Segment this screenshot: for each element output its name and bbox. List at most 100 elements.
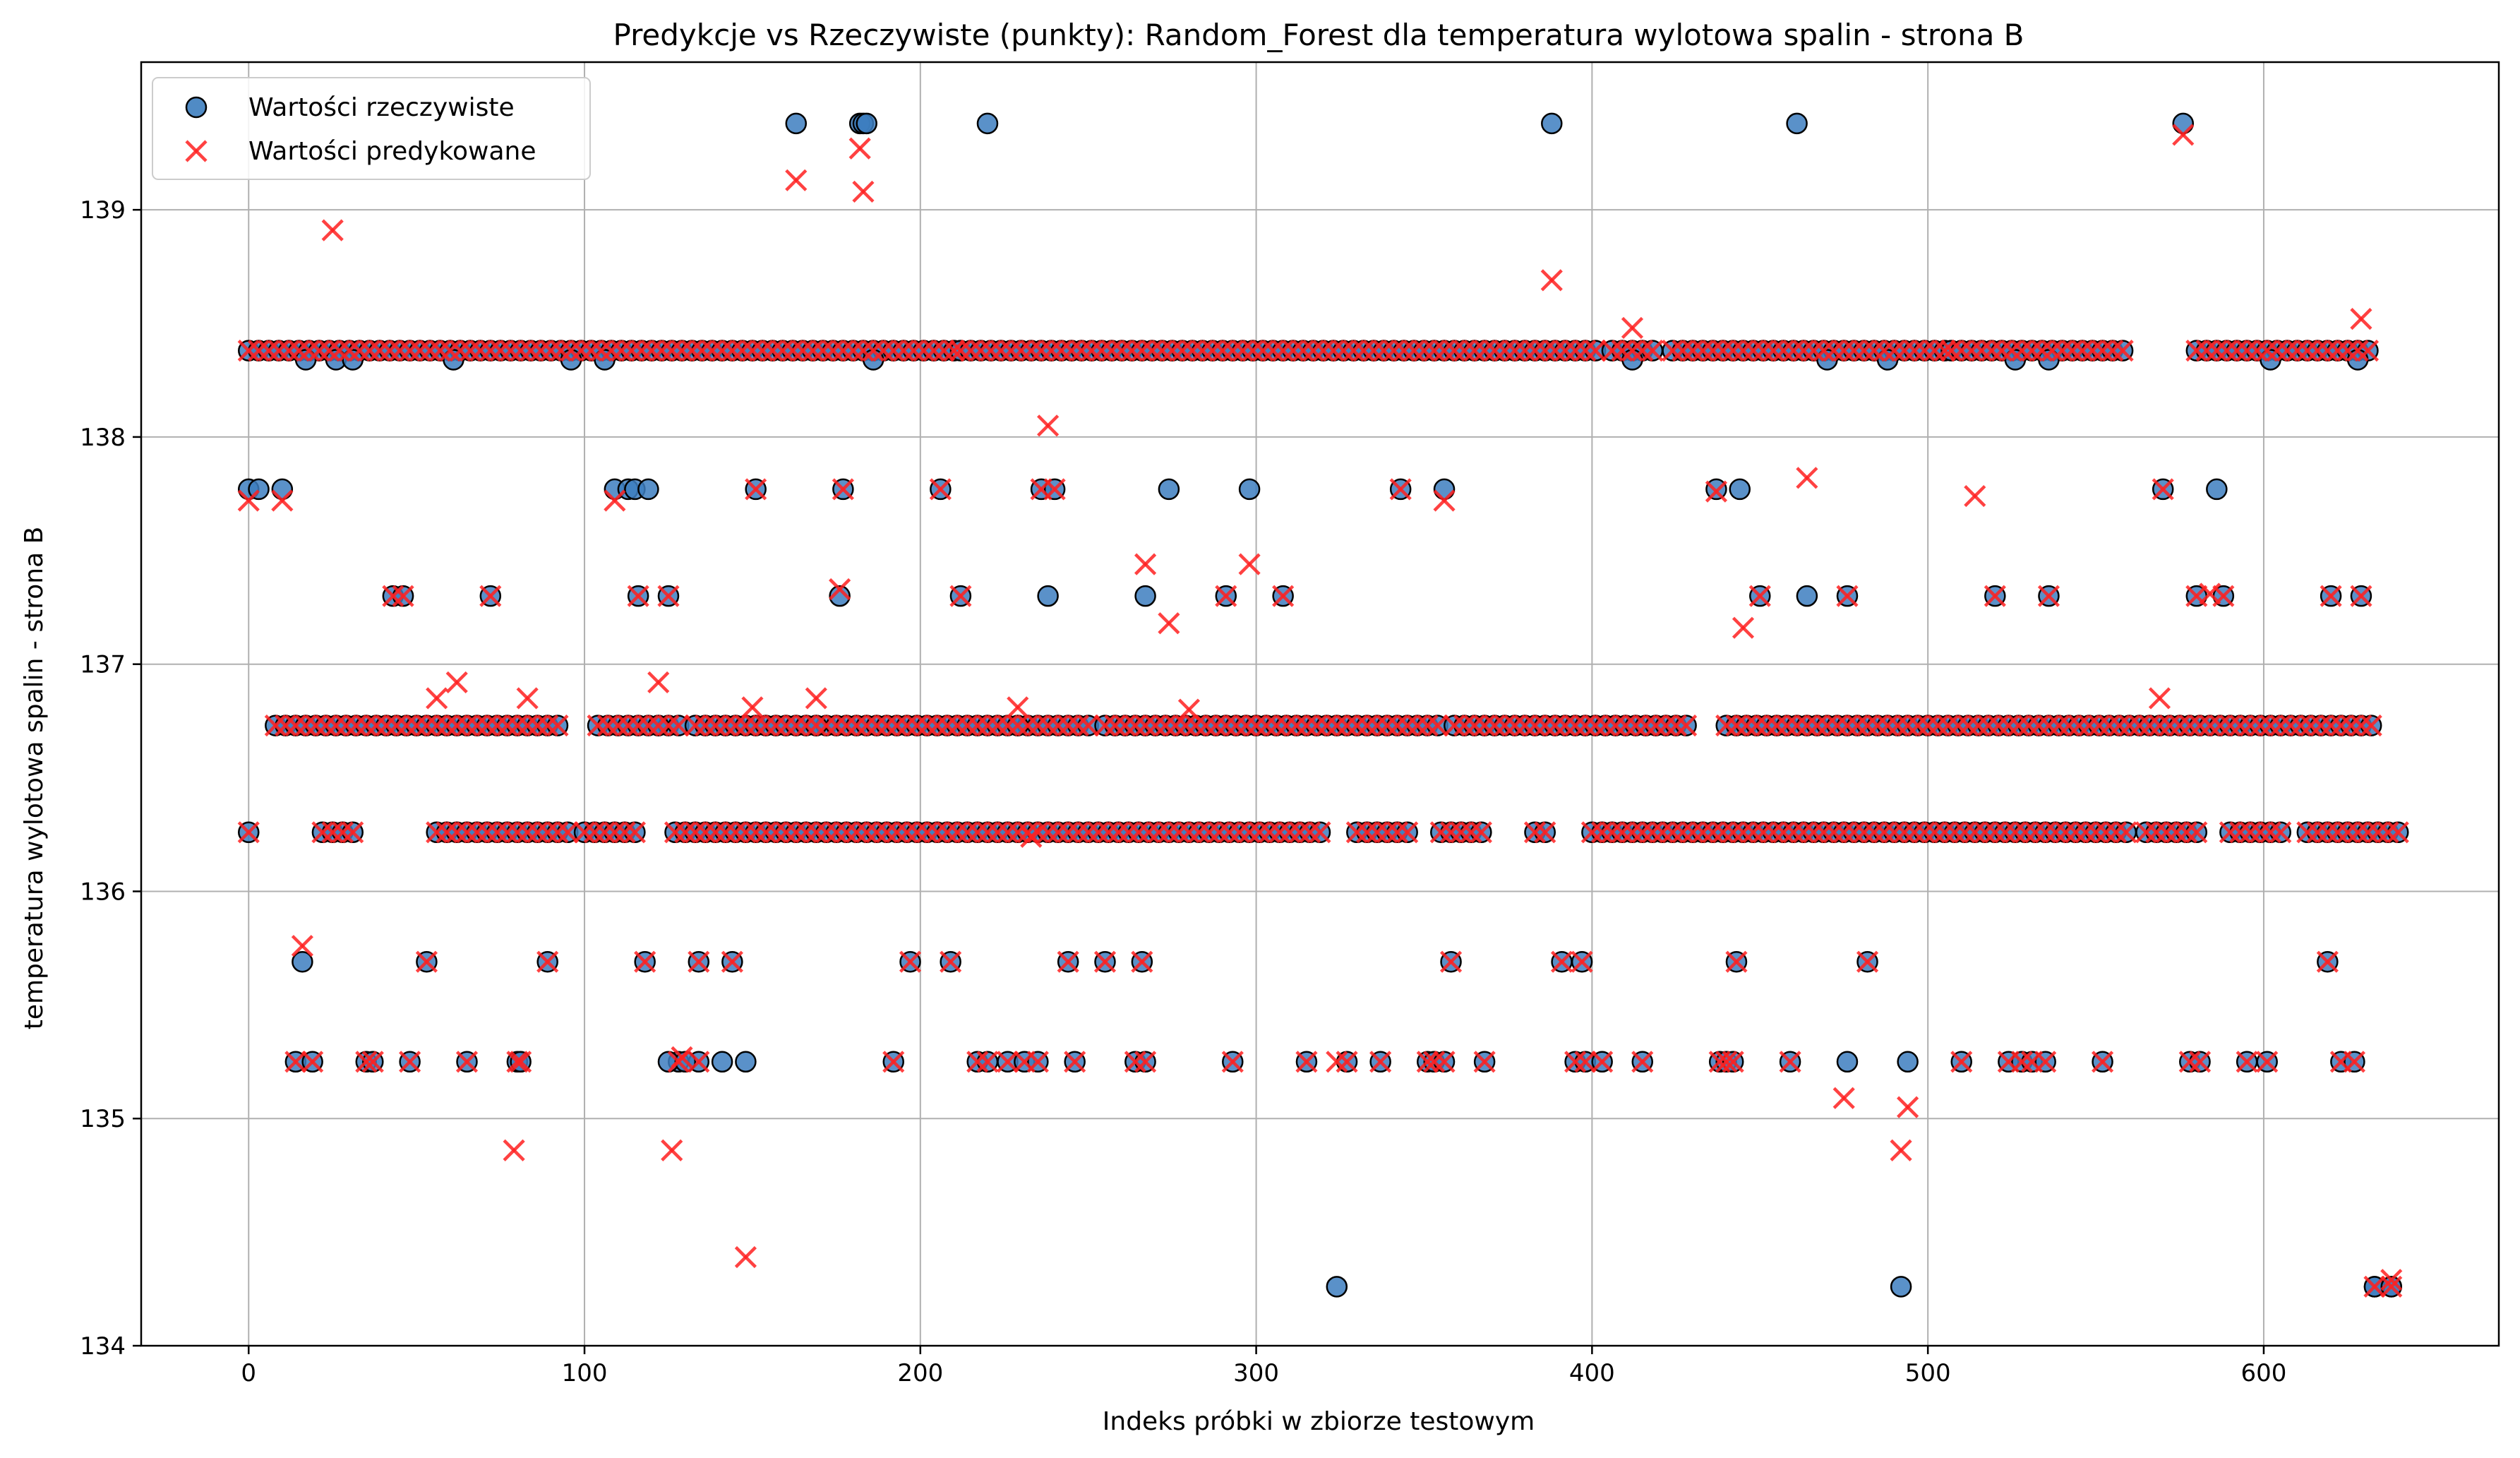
predicted-point — [885, 714, 908, 737]
predicted-point — [1285, 714, 1308, 737]
predicted-point — [529, 340, 552, 362]
predicted-point — [610, 340, 632, 362]
predicted-point — [2336, 821, 2359, 844]
predicted-point — [711, 340, 733, 362]
predicted-point — [510, 1051, 532, 1073]
predicted-point — [2316, 340, 2339, 362]
predicted-point — [355, 1051, 378, 1073]
predicted-point — [1127, 821, 1150, 844]
predicted-point — [600, 340, 623, 362]
predicted-point — [1077, 821, 1100, 844]
predicted-point — [714, 714, 737, 737]
predicted-point — [1722, 340, 1744, 362]
actual-point — [735, 1051, 757, 1073]
predicted-point — [741, 340, 764, 362]
predicted-point — [1473, 1051, 1496, 1073]
predicted-point — [1309, 821, 1331, 844]
predicted-point — [842, 340, 865, 362]
predicted-point — [1171, 340, 1194, 362]
predicted-point — [2226, 340, 2248, 362]
predicted-point — [426, 687, 448, 710]
predicted-point — [1043, 478, 1066, 501]
predicted-point — [1154, 714, 1177, 737]
predicted-point — [590, 340, 613, 362]
predicted-point — [1087, 821, 1110, 844]
predicted-point — [2152, 478, 2174, 501]
predicted-point — [1967, 714, 1990, 737]
predicted-point — [1483, 340, 1506, 362]
predicted-point — [1037, 714, 1060, 737]
predicted-point — [1037, 414, 1060, 437]
predicted-point — [764, 714, 787, 737]
predicted-point — [1198, 821, 1220, 844]
predicted-point — [476, 714, 498, 737]
predicted-point — [1722, 1051, 1744, 1073]
predicted-point — [2061, 340, 2084, 362]
predicted-point — [1020, 825, 1043, 848]
predicted-point — [1715, 1051, 1738, 1073]
predicted-point — [466, 821, 488, 844]
predicted-point — [1832, 1087, 1855, 1109]
predicted-point — [1523, 340, 1547, 362]
predicted-point — [1221, 1051, 1244, 1073]
predicted-point — [2044, 821, 2067, 844]
predicted-point — [1664, 714, 1687, 737]
predicted-point — [1826, 714, 1849, 737]
predicted-point — [1282, 340, 1304, 362]
predicted-point — [1534, 821, 1556, 844]
predicted-point — [479, 585, 502, 607]
predicted-point — [311, 821, 334, 844]
predicted-point — [1813, 340, 1835, 362]
predicted-point — [1225, 714, 1247, 737]
predicted-point — [1540, 269, 1563, 292]
predicted-point — [1312, 340, 1335, 362]
predicted-point — [1933, 821, 1956, 844]
predicted-point — [2380, 1275, 2403, 1298]
predicted-point — [1816, 714, 1839, 737]
predicted-point — [2188, 1051, 2212, 1073]
predicted-point — [916, 714, 938, 737]
predicted-point — [237, 489, 260, 512]
y-tick-label: 137 — [80, 651, 126, 679]
predicted-point — [1406, 714, 1429, 737]
predicted-point — [1534, 714, 1556, 737]
predicted-point — [1601, 821, 1624, 844]
predicted-point — [1439, 950, 1463, 973]
predicted-point — [399, 1051, 421, 1073]
predicted-point — [724, 714, 747, 737]
predicted-point — [318, 340, 341, 362]
predicted-point — [942, 340, 965, 362]
predicted-point — [2188, 714, 2212, 737]
predicted-point — [2316, 950, 2339, 973]
legend-predicted-marker — [185, 140, 208, 162]
predicted-point — [1823, 340, 1845, 362]
predicted-point — [539, 340, 563, 362]
predicted-point — [348, 340, 371, 362]
predicted-point — [882, 1051, 905, 1073]
predicted-point — [1026, 1051, 1049, 1073]
predicted-point — [1735, 714, 1758, 737]
predicted-point — [2081, 340, 2104, 362]
predicted-point — [2320, 714, 2342, 737]
predicted-point — [647, 671, 670, 694]
predicted-point — [805, 821, 827, 844]
predicted-point — [1752, 340, 1775, 362]
predicted-point — [734, 714, 757, 737]
predicted-point — [1903, 821, 1926, 844]
predicted-point — [1215, 585, 1237, 607]
predicted-point — [822, 340, 844, 362]
predicted-point — [1832, 340, 1855, 362]
predicted-point — [409, 340, 431, 362]
predicted-point — [1611, 340, 1633, 362]
predicted-point — [832, 340, 854, 362]
predicted-point — [815, 714, 838, 737]
predicted-point — [1893, 340, 1916, 362]
predicted-point — [704, 821, 727, 844]
predicted-point — [2205, 340, 2228, 362]
predicted-point — [1977, 714, 2000, 737]
predicted-point — [419, 340, 441, 362]
predicted-point — [1356, 714, 1379, 737]
predicted-point — [321, 219, 344, 241]
predicted-point — [1675, 714, 1698, 737]
